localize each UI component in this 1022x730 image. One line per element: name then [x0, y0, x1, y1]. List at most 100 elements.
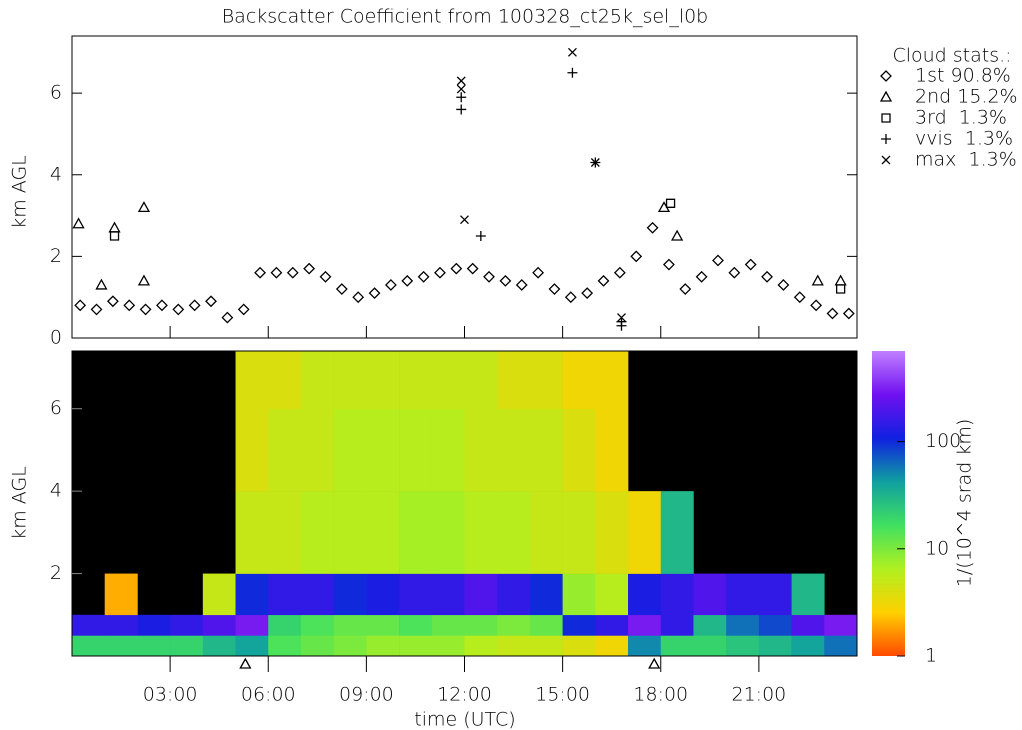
legend-label: 3rd 1.3% [915, 107, 1007, 129]
heatmap-cell [300, 351, 334, 410]
heatmap-cell [660, 491, 694, 574]
cloud-point [286, 266, 299, 279]
legend-symbol [881, 113, 891, 123]
cloud-point [137, 274, 151, 286]
heatmap-cell [464, 491, 498, 574]
heatmap-cell [595, 635, 629, 657]
y-tick-label: 6 [50, 397, 62, 419]
heatmap-cell [693, 614, 727, 636]
heatmap-cell [726, 635, 760, 657]
heatmap-cell [791, 573, 825, 616]
heatmap-cell [431, 573, 465, 616]
heatmap-cell [529, 614, 563, 636]
heatmap-cell [595, 491, 629, 574]
heatmap-cell [758, 614, 792, 636]
heatmap-cell [464, 351, 498, 410]
heatmap-cell [235, 408, 269, 492]
heatmap-cell [235, 635, 269, 657]
heatmap-cell [791, 614, 825, 636]
heatmap-cell [268, 614, 302, 636]
cloud-point [72, 217, 85, 229]
cloud-point [254, 266, 266, 279]
cloud-point [205, 295, 217, 308]
heatmap-cell [628, 635, 662, 657]
cloud-point [826, 307, 839, 320]
heatmap-cell [399, 408, 433, 492]
cloud-point [581, 287, 594, 300]
x-tick-label: 03:00 [143, 684, 198, 706]
x-tick-label: 15:00 [535, 684, 590, 706]
heatmap-cell [72, 635, 106, 657]
heatmap-cell [170, 635, 204, 657]
heatmap-cell [268, 351, 302, 410]
cloud-point [237, 303, 250, 316]
y-tick-label: 0 [50, 327, 62, 349]
heatmap-cell [202, 614, 236, 636]
heatmap-cell [464, 573, 498, 616]
cloud-point [456, 76, 466, 86]
cloud-point [744, 258, 757, 271]
heatmap-cell [431, 614, 465, 636]
cloud-point [401, 274, 414, 287]
heatmap-cell [300, 408, 334, 492]
heatmap-cell [431, 491, 465, 574]
cloud-point [567, 47, 577, 57]
cloud-point [108, 221, 121, 233]
heatmap-cell [366, 351, 400, 410]
heatmap-cell [562, 408, 596, 492]
cloud-point [456, 84, 466, 94]
heatmap-cell [333, 491, 367, 574]
cloud-point [532, 266, 545, 279]
heatmap-cell [595, 573, 629, 616]
heatmap-cell [529, 573, 563, 616]
cloud-point [499, 274, 512, 287]
heatmap-cell [693, 573, 727, 616]
heatmap-cell [628, 573, 662, 616]
cloud-point [679, 283, 692, 295]
heatmap-cell [137, 635, 171, 657]
cloud-point [712, 254, 724, 267]
colorbar-tick-label: 100 [925, 430, 961, 452]
heatmap-cell [202, 573, 236, 616]
heatmap-cell [399, 573, 433, 616]
heatmap-cell [529, 491, 563, 574]
cloud-point [665, 198, 676, 208]
heatmap-cell [333, 408, 367, 492]
plot-frame [71, 35, 858, 339]
heatmap-cell [366, 408, 400, 492]
cloud-point [842, 307, 855, 320]
cloud-point [475, 230, 486, 241]
heatmap-cell [726, 573, 760, 616]
cloud-point [597, 274, 610, 287]
heatmap-cell [268, 573, 302, 616]
heatmap-cell [268, 635, 302, 657]
legend-label: 1st 90.8% [915, 65, 1011, 87]
heatmap-cell [170, 614, 204, 636]
heatmap-cell [824, 614, 858, 636]
y-tick-label: 6 [50, 82, 62, 104]
heatmap-cell [791, 635, 825, 657]
cloud-point [384, 279, 397, 291]
legend-label: vvis 1.3% [915, 128, 1013, 150]
colorbar-tick-label: 10 [925, 537, 949, 559]
heatmap-cell [758, 635, 792, 657]
legend-title: Cloud stats.: [892, 45, 1011, 67]
cloud-point [74, 299, 87, 312]
cloud-point [90, 303, 103, 316]
cloud-point [352, 291, 365, 304]
heatmap-cell [300, 491, 334, 574]
heatmap-cell [235, 351, 269, 410]
heatmap-cell [431, 635, 465, 657]
heatmap-cell [300, 573, 334, 616]
heatmap-cell [595, 408, 629, 492]
y-axis-label: km AGL [9, 466, 31, 540]
cloud-point [172, 303, 185, 316]
heatmap-cell [497, 635, 531, 657]
colorbar [872, 351, 905, 656]
cloud-point [137, 201, 151, 213]
legend-symbol [879, 90, 893, 102]
cloud-point [123, 299, 136, 312]
cloud-point [590, 158, 600, 167]
heatmap-cell [366, 635, 400, 657]
